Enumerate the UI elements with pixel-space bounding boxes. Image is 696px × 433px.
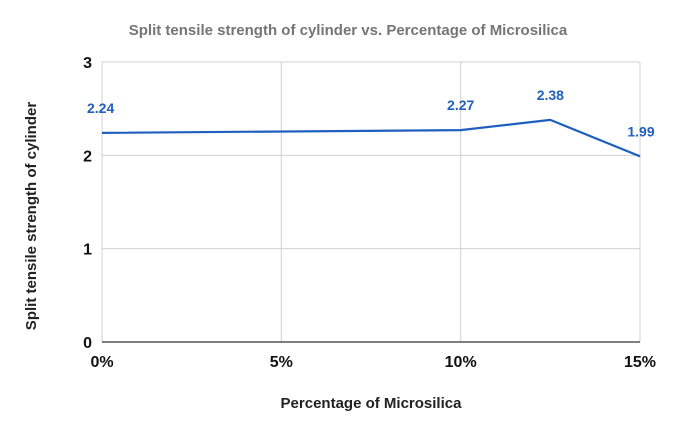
data-labels: 2.24 2.27 2.38 1.99: [87, 87, 655, 139]
y-tick-label: 0: [83, 335, 92, 352]
x-tick-label: 10%: [445, 354, 477, 371]
data-label: 1.99: [627, 123, 654, 139]
tick-labels: 0 1 2 3 0% 5% 10% 15%: [83, 55, 656, 371]
x-tick-label: 0%: [90, 354, 113, 371]
x-tick-label: 15%: [624, 354, 656, 371]
data-label: 2.24: [87, 100, 114, 116]
y-tick-label: 1: [83, 242, 92, 259]
y-tick-label: 2: [83, 148, 92, 165]
data-label: 2.38: [537, 87, 564, 103]
y-axis-title: Split tensile strength of cylinder: [23, 102, 40, 331]
x-axis-title: Percentage of Microsilica: [281, 395, 463, 412]
x-tick-label: 5%: [270, 354, 293, 371]
data-series: [101, 118, 641, 158]
chart-title: Split tensile strength of cylinder vs. P…: [129, 22, 568, 39]
series-line: [101, 118, 641, 158]
y-tick-label: 3: [83, 55, 92, 72]
data-label: 2.27: [447, 97, 474, 113]
gridlines: [101, 61, 641, 342]
